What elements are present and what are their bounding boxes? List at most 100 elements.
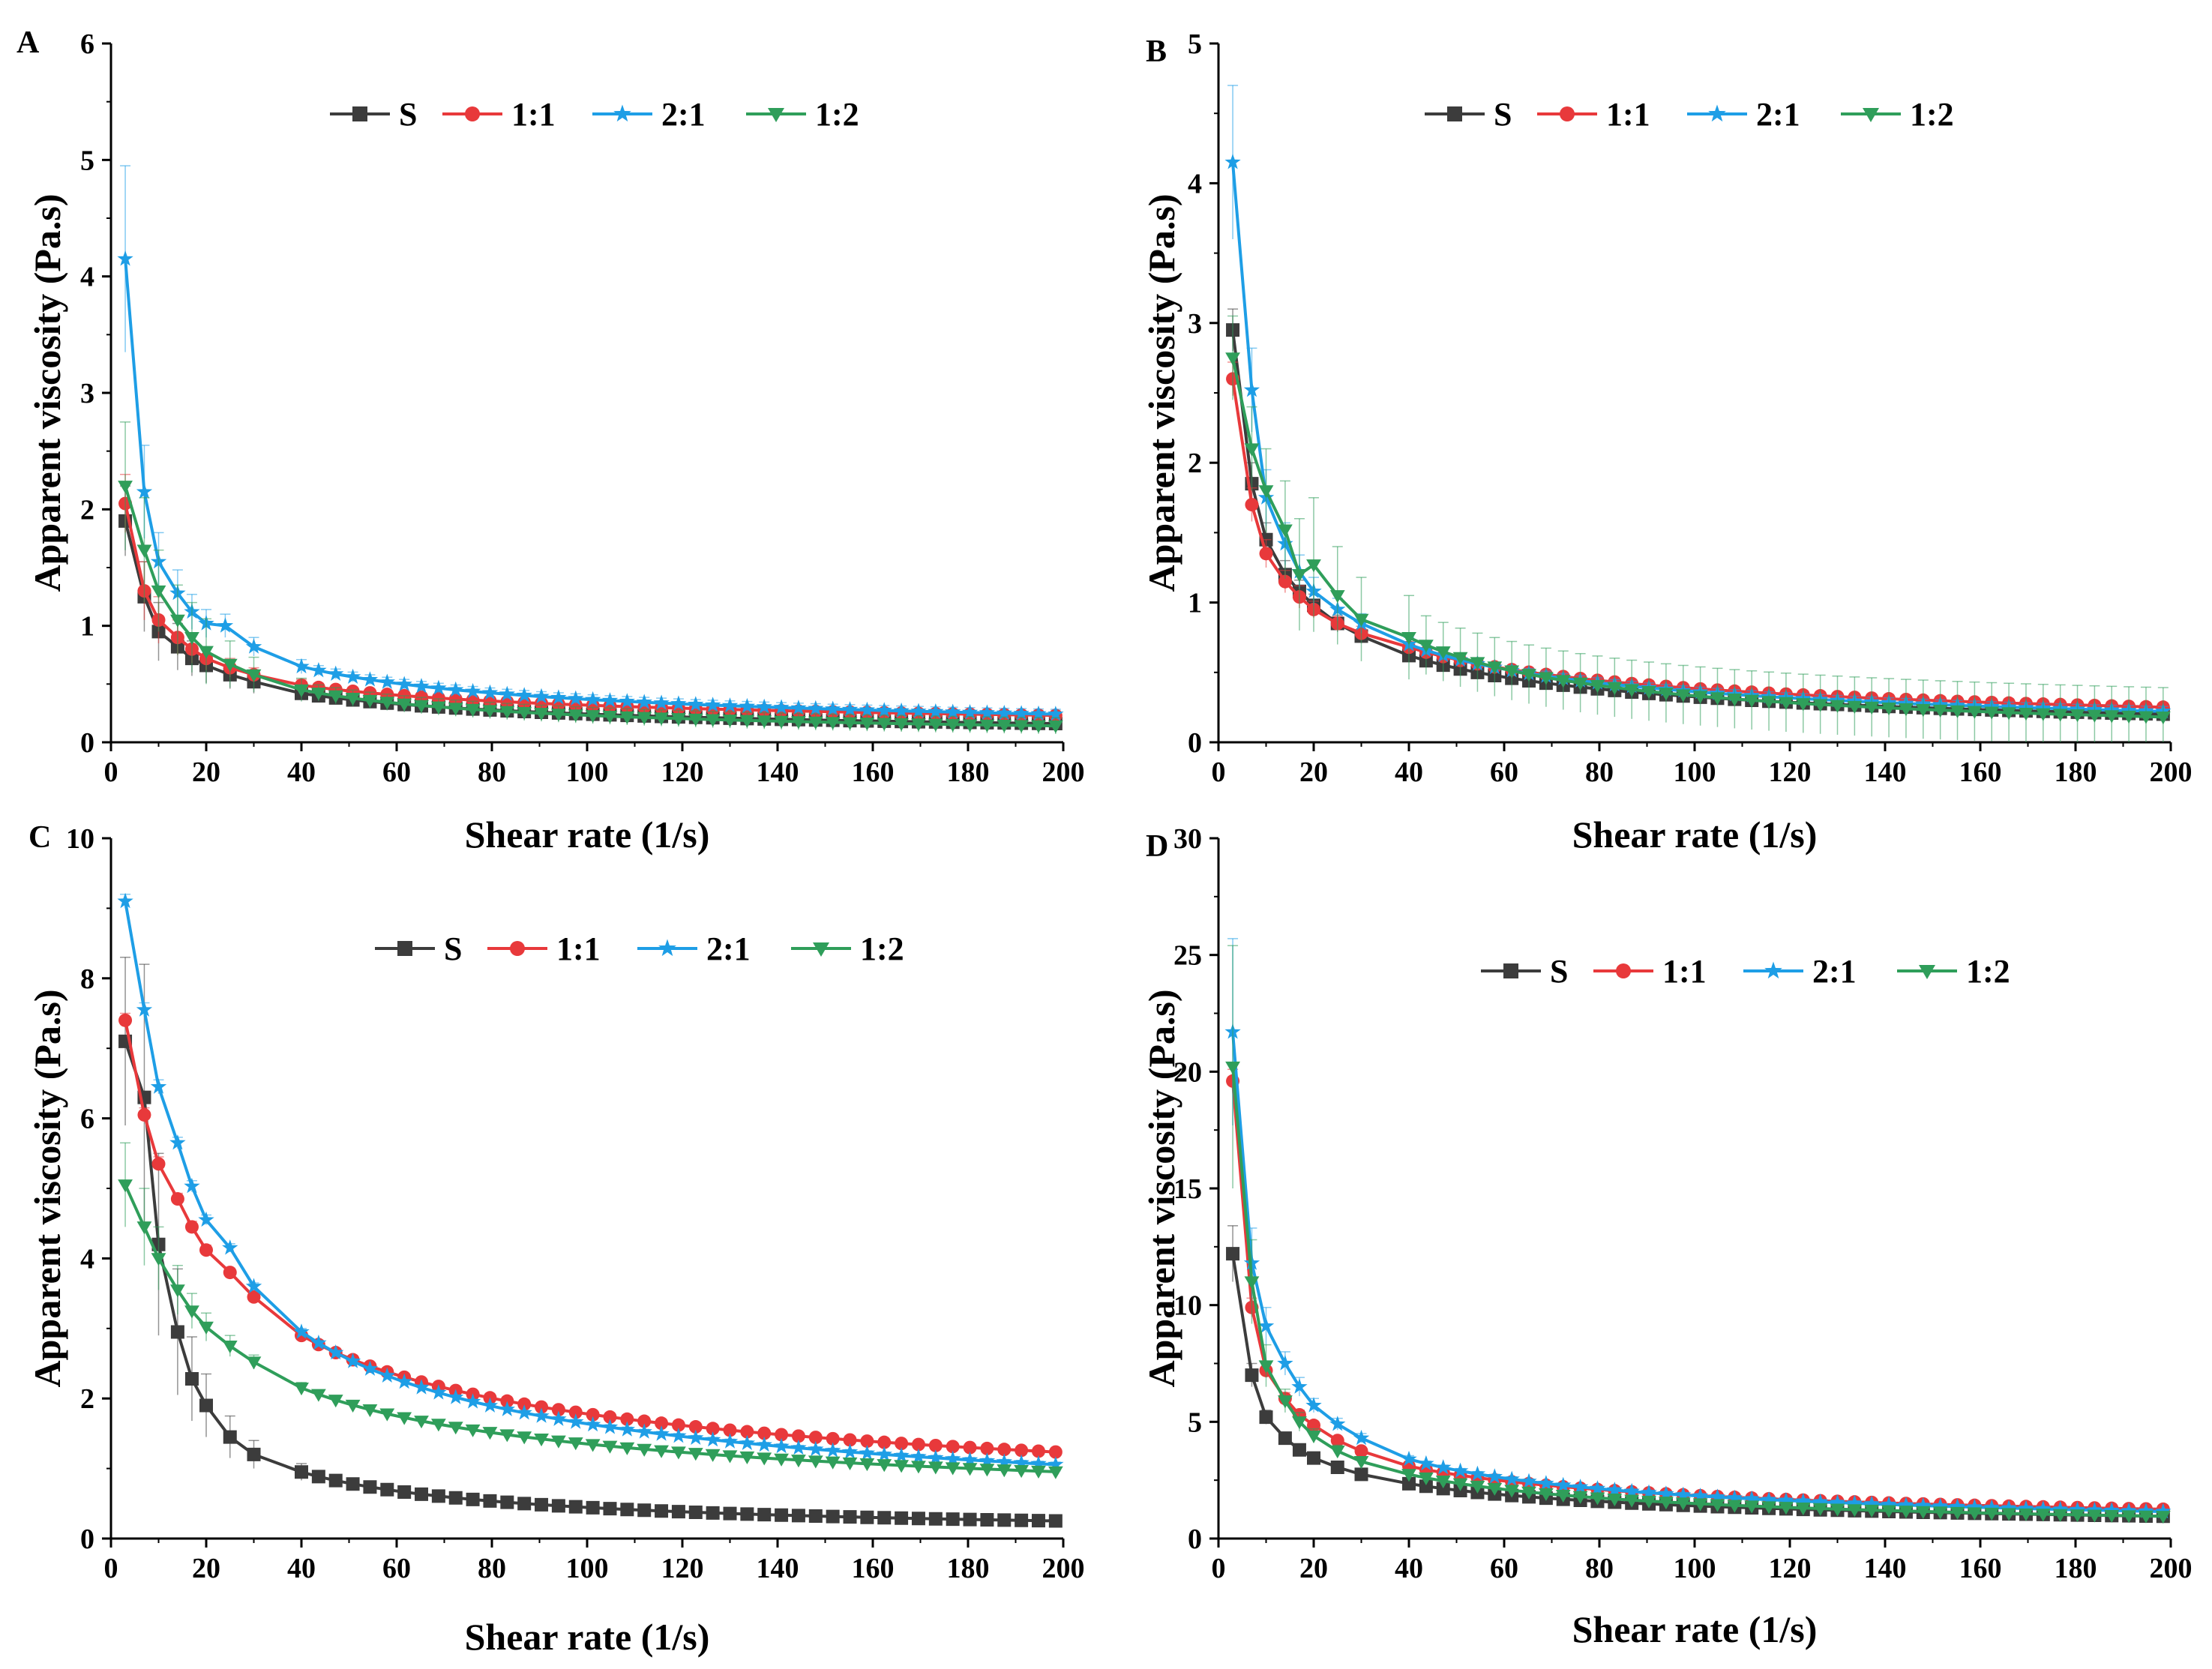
data-point [688,1448,703,1461]
series-line [1231,1253,2163,1518]
x-tick-label: 80 [478,757,506,788]
legend-marker [510,941,525,956]
x-tick-label: 40 [1395,757,1423,788]
data-point [184,632,199,646]
data-point [464,1393,481,1409]
data-point [1225,1061,1240,1075]
x-tick-label: 60 [1490,1553,1518,1584]
legend-marker [768,108,784,122]
legend-label: 1:1 [1606,96,1650,133]
data-point [945,719,961,733]
data-point [843,1510,857,1524]
data-point [962,1463,978,1476]
series-1-2 [118,1142,1063,1479]
data-point [551,1403,565,1417]
legend: S 1:1 2:1 1:2 [330,96,859,133]
x-tick-label: 180 [2055,1553,2097,1584]
data-point [1418,1455,1434,1471]
data-point [1330,1461,1344,1475]
data-point [1967,706,1983,719]
data-point [997,1513,1012,1527]
data-point [1259,547,1273,561]
legend-marker [813,942,829,957]
y-tick-label: 4 [80,262,94,293]
legend-label: 1:2 [1910,96,1954,133]
data-point [928,1461,943,1475]
data-point [1898,1497,1914,1512]
data-point [1452,1462,1469,1478]
data-point [361,1360,379,1376]
data-point [1329,590,1345,604]
data-point [979,1452,996,1468]
data-point [1031,1444,1045,1458]
data-point [1949,1498,1966,1514]
data-point [671,1505,685,1519]
data-point [619,693,635,709]
data-point [893,1447,910,1463]
data-point [151,585,166,598]
data-point [2139,711,2154,724]
data-point [1470,657,1485,670]
data-point [877,1435,892,1449]
data-point [1452,652,1468,665]
legend-label: 2:1 [1756,96,1800,133]
data-point [911,1512,925,1526]
data-point [1590,1492,1605,1506]
data-point [963,1440,977,1455]
data-point [1881,1505,1896,1518]
data-point [894,1460,909,1473]
data-point [928,1512,943,1526]
data-point [380,1482,394,1497]
data-point [1306,1430,1321,1443]
data-point [1659,1497,1674,1510]
data-point [1401,1450,1417,1467]
data-point [396,676,412,691]
data-point [169,1134,186,1150]
data-point [876,1446,892,1461]
legend-marker [1503,963,1518,978]
data-point [2121,1502,2137,1518]
y-tick-label: 20 [1173,1056,1202,1088]
x-tick-label: 120 [1769,1553,1812,1584]
data-point [757,1452,772,1466]
data-point [826,1431,840,1446]
data-point [1984,1507,2000,1521]
x-tick-label: 180 [947,757,990,788]
data-point [1881,1496,1897,1512]
data-point [2052,709,2068,722]
data-point [2070,709,2085,723]
legend-marker [1616,963,1631,978]
data-point [688,713,703,727]
data-point [1278,574,1292,589]
data-point [825,1456,841,1470]
data-point [842,717,858,730]
panel-b: B 0 20 40 60 80 100 120 140 160 180 200 0 1 2 3 4 5 Shear … [1140,28,2193,855]
y-tick-label: 3 [80,378,94,409]
data-point [310,1389,326,1402]
series-1-2 [1225,315,2171,742]
data-point [826,1509,840,1524]
data-point [397,1485,412,1499]
legend-label: 1:1 [511,96,556,133]
data-point [1932,704,1948,718]
legend-marker [1863,108,1879,122]
series-2-1 [1224,85,2172,718]
data-point [499,1401,515,1416]
data-point [961,1452,979,1467]
data-point [464,682,481,699]
data-point [1225,352,1240,366]
x-tick-label: 100 [1674,1553,1716,1584]
data-point [1761,1501,1776,1515]
data-point [775,1428,789,1442]
data-point [535,1400,549,1414]
data-point [448,1422,463,1435]
x-tick-label: 140 [757,757,799,788]
data-point [1812,1494,1829,1509]
data-point [345,1399,361,1413]
data-point [1354,1444,1368,1458]
data-point [946,1512,960,1527]
legend-label: S [1494,96,1512,133]
data-point [1435,1476,1451,1489]
x-tick-label: 160 [1959,757,2002,788]
data-point [739,1434,756,1450]
